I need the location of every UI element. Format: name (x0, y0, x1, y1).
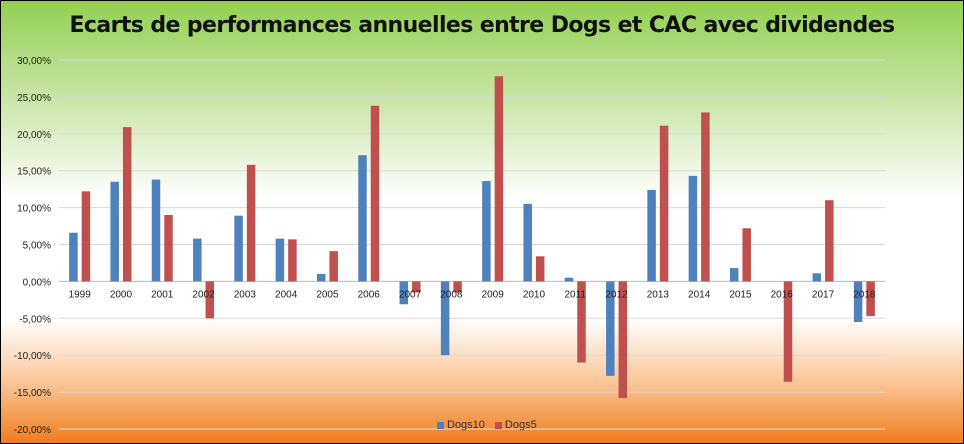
bar-dogs5-2009 (494, 76, 504, 282)
x-tick-label: 2004 (275, 289, 298, 300)
bar-dogs10-2017 (812, 273, 822, 282)
bar-dogs5-2000 (122, 127, 132, 282)
x-tick-label: 2002 (192, 289, 215, 300)
bar-dogs5-2004 (288, 239, 297, 282)
bar-dogs10-2014 (688, 175, 698, 282)
bar-dogs10-2018 (853, 281, 863, 322)
bar-dogs10-2000 (110, 181, 119, 282)
chart-title: Ecarts de performances annuelles entre D… (69, 13, 895, 38)
bar-dogs10-2001 (151, 179, 161, 282)
x-tick-label: 1999 (69, 289, 92, 300)
bar-dogs5-2012 (618, 281, 628, 399)
x-tick-label: 2005 (316, 289, 339, 300)
bar-dogs10-2007 (399, 281, 409, 305)
x-tick-label: 2015 (729, 289, 752, 300)
bar-dogs10-2013 (647, 189, 656, 282)
y-tick-label: 0,00% (23, 277, 51, 288)
x-tick-label: 2009 (482, 289, 505, 300)
x-tick-label: 2014 (688, 289, 711, 300)
legend-item-dogs5: Dogs5 (494, 419, 537, 431)
bar-dogs5-2006 (370, 105, 380, 282)
bar-dogs10-2006 (358, 155, 367, 282)
bar-dogs10-2012 (606, 281, 615, 376)
bar-dogs5-2002 (205, 281, 215, 319)
bar-dogs10-1999 (69, 232, 78, 282)
bar-dogs5-2013 (659, 125, 669, 282)
y-tick-label: -10,00% (14, 351, 51, 362)
x-tick-label: 2010 (523, 289, 546, 300)
bar-dogs10-2003 (234, 215, 243, 282)
x-tick-label: 2018 (853, 289, 876, 300)
x-tick-label: 2006 (358, 289, 381, 300)
y-tick-label: 30,00% (17, 56, 51, 67)
legend-swatch-dogs10 (437, 421, 444, 429)
bar-dogs10-2002 (193, 238, 202, 282)
bar-dogs5-2008 (453, 281, 462, 293)
x-tick-label: 2012 (605, 289, 628, 300)
y-tick-label: 20,00% (17, 130, 51, 141)
bar-dogs10-2009 (482, 181, 491, 282)
bar-dogs5-2017 (825, 200, 834, 282)
bar-dogs5-2011 (577, 281, 586, 363)
x-tick-label: 2011 (564, 289, 586, 300)
y-tick-label: 25,00% (17, 93, 51, 104)
bar-dogs5-2007 (412, 281, 421, 293)
bar-dogs5-2015 (742, 228, 751, 282)
bar-dogs5-2001 (164, 214, 173, 282)
bar-dogs10-2015 (729, 268, 739, 282)
legend-swatch-dogs5 (494, 421, 502, 429)
x-tick-label: 2000 (110, 289, 133, 300)
bar-dogs10-2004 (275, 238, 285, 282)
x-tick-label: 2013 (647, 289, 670, 300)
x-tick-label: 2016 (771, 289, 794, 300)
chart-legend: Dogs10 Dogs5 (437, 419, 537, 431)
bar-dogs5-2016 (783, 281, 793, 382)
y-tick-label: -15,00% (14, 388, 51, 399)
x-tick-label: 2008 (440, 289, 463, 300)
bar-dogs10-2008 (440, 281, 450, 356)
x-tick-label: 2003 (234, 289, 257, 300)
y-tick-label: -5,00% (19, 314, 51, 325)
y-tick-label: -20,00% (14, 425, 51, 436)
x-tick-label: 2007 (399, 289, 422, 300)
bar-dogs5-2018 (866, 281, 875, 317)
legend-label-dogs10: Dogs10 (447, 419, 485, 431)
bar-dogs10-2010 (523, 203, 532, 282)
bar-dogs5-2010 (535, 256, 545, 282)
bar-dogs10-2011 (564, 277, 574, 282)
bar-dogs5-1999 (81, 191, 91, 282)
legend-item-dogs10: Dogs10 (437, 419, 485, 431)
bar-dogs5-2003 (246, 164, 256, 282)
bar-dogs10-2005 (316, 274, 326, 282)
x-tick-label: 2001 (151, 289, 174, 300)
y-tick-label: 5,00% (23, 241, 51, 252)
legend-label-dogs5: Dogs5 (504, 419, 537, 431)
y-tick-label: 10,00% (17, 204, 51, 215)
bar-dogs5-2014 (701, 112, 710, 282)
x-tick-label: 2017 (812, 289, 835, 300)
y-tick-label: 15,00% (17, 167, 51, 178)
bar-dogs5-2005 (329, 251, 338, 282)
